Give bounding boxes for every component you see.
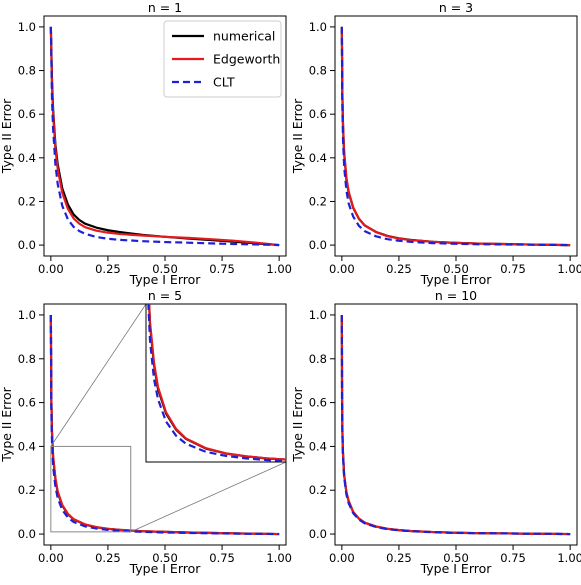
- x-tick-label: 0.00: [329, 551, 355, 565]
- x-tick-label: 0.00: [38, 262, 64, 276]
- x-tick-label: 1.00: [266, 551, 292, 565]
- series-line-edgeworth: [340, 314, 571, 536]
- y-tick-label: 1.0: [18, 308, 36, 322]
- series-line-numerical: [340, 26, 571, 247]
- x-tick-label: 0.25: [386, 551, 412, 565]
- series-group: [340, 26, 571, 247]
- series-group: [49, 26, 280, 247]
- inset-series-line-clt: [147, 304, 286, 462]
- y-tick-label: 0.2: [309, 194, 327, 208]
- y-tick-label: 0.6: [309, 396, 327, 410]
- y-tick-label: 0.8: [309, 64, 327, 78]
- y-tick-label: 1.0: [309, 20, 327, 34]
- y-tick-label: 0.0: [18, 238, 36, 252]
- series-group: [49, 314, 280, 536]
- panel-3: n = 5 0.00 0.25 0.50 0.75 1.00 0.0 0.2 0.4 0.6 0.8…: [0, 288, 292, 576]
- legend-box: [163, 20, 282, 98]
- series-group: [340, 314, 571, 536]
- x-tick-label: 0.50: [443, 551, 469, 565]
- y-tick-label: 0.8: [309, 352, 327, 366]
- x-tick-label: 1.00: [557, 551, 581, 565]
- y-tick-label: 0.0: [309, 238, 327, 252]
- legend-label: numerical: [213, 29, 275, 44]
- x-axis-label: Type I Error: [420, 561, 493, 576]
- y-tick-label: 0.8: [18, 352, 36, 366]
- inset-axes: [145, 303, 287, 463]
- panel-2: n = 3 0.00 0.25 0.50 0.75 1.00 0.0 0.2 0.4 0.6 0.8…: [290, 0, 581, 287]
- series-line-edgeworth: [340, 26, 571, 247]
- y-tick-label: 0.4: [309, 151, 327, 165]
- panel-title: n = 1: [148, 0, 182, 15]
- y-tick-label: 0.4: [18, 151, 36, 165]
- x-tick-label: 0.75: [209, 262, 235, 276]
- panel-title: n = 3: [439, 0, 473, 15]
- x-tick-label: 0.50: [152, 262, 178, 276]
- inset-series-group: [147, 304, 286, 462]
- panel-4: n = 10 0.00 0.25 0.50 0.75 1.00 0.0 0.2 0.4 0.6 0.…: [290, 288, 581, 576]
- y-axis-label: Type II Error: [0, 98, 14, 174]
- x-axis-label: Type I Error: [129, 272, 202, 287]
- y-axis-label: Type II Error: [0, 386, 14, 462]
- y-tick-label: 0.6: [18, 107, 36, 121]
- panel-title: n = 5: [148, 288, 182, 303]
- x-tick-label: 0.25: [95, 551, 121, 565]
- series-line-edgeworth: [49, 26, 280, 247]
- legend-label: Edgeworth: [213, 52, 280, 67]
- series-line-clt: [340, 26, 571, 247]
- y-tick-label: 0.2: [309, 483, 327, 497]
- y-tick-label: 0.6: [18, 396, 36, 410]
- inset-connector: [50, 303, 147, 447]
- plot-frame: [334, 15, 578, 257]
- y-tick-label: 0.6: [309, 107, 327, 121]
- x-axis-label: Type I Error: [129, 561, 202, 576]
- y-axis-label: Type II Error: [290, 386, 305, 462]
- x-tick-label: 0.75: [209, 551, 235, 565]
- x-tick-label: 0.75: [500, 551, 526, 565]
- y-tick-label: 1.0: [18, 20, 36, 34]
- y-axis-label: Type II Error: [290, 98, 305, 174]
- series-line-numerical: [340, 314, 571, 536]
- legend: numerical Edgeworth CLT: [163, 20, 282, 98]
- x-tick-label: 0.25: [95, 262, 121, 276]
- x-axis-label: Type I Error: [420, 272, 493, 287]
- plot-frame: [334, 303, 578, 546]
- x-tick-label: 1.00: [557, 262, 581, 276]
- series-line-edgeworth: [49, 314, 280, 536]
- y-tick-label: 1.0: [309, 308, 327, 322]
- panel-1: n = 1 0.00 0.25 0.50 0.75 1.00 0.0 0.2 0.4 0.6 0.8…: [0, 0, 292, 287]
- x-tick-label: 0.00: [329, 262, 355, 276]
- x-tick-label: 0.25: [386, 262, 412, 276]
- y-tick-label: 0.4: [309, 439, 327, 453]
- inset-series-line-edgeworth: [148, 304, 286, 461]
- y-tick-label: 0.8: [18, 64, 36, 78]
- series-line-clt: [49, 26, 280, 247]
- legend-label: CLT: [213, 75, 235, 90]
- series-line-clt: [49, 314, 280, 536]
- y-tick-label: 0.2: [18, 483, 36, 497]
- zoom-region-box: [50, 445, 132, 533]
- inset-connector: [130, 461, 287, 533]
- y-tick-label: 0.4: [18, 439, 36, 453]
- y-tick-label: 0.0: [309, 527, 327, 541]
- x-tick-label: 1.00: [266, 262, 292, 276]
- x-tick-label: 0.50: [443, 262, 469, 276]
- series-line-clt: [340, 314, 571, 536]
- x-tick-label: 0.75: [500, 262, 526, 276]
- panel-title: n = 10: [435, 288, 477, 303]
- y-tick-label: 0.2: [18, 194, 36, 208]
- x-tick-label: 0.00: [38, 551, 64, 565]
- y-tick-label: 0.0: [18, 527, 36, 541]
- x-tick-label: 0.50: [152, 551, 178, 565]
